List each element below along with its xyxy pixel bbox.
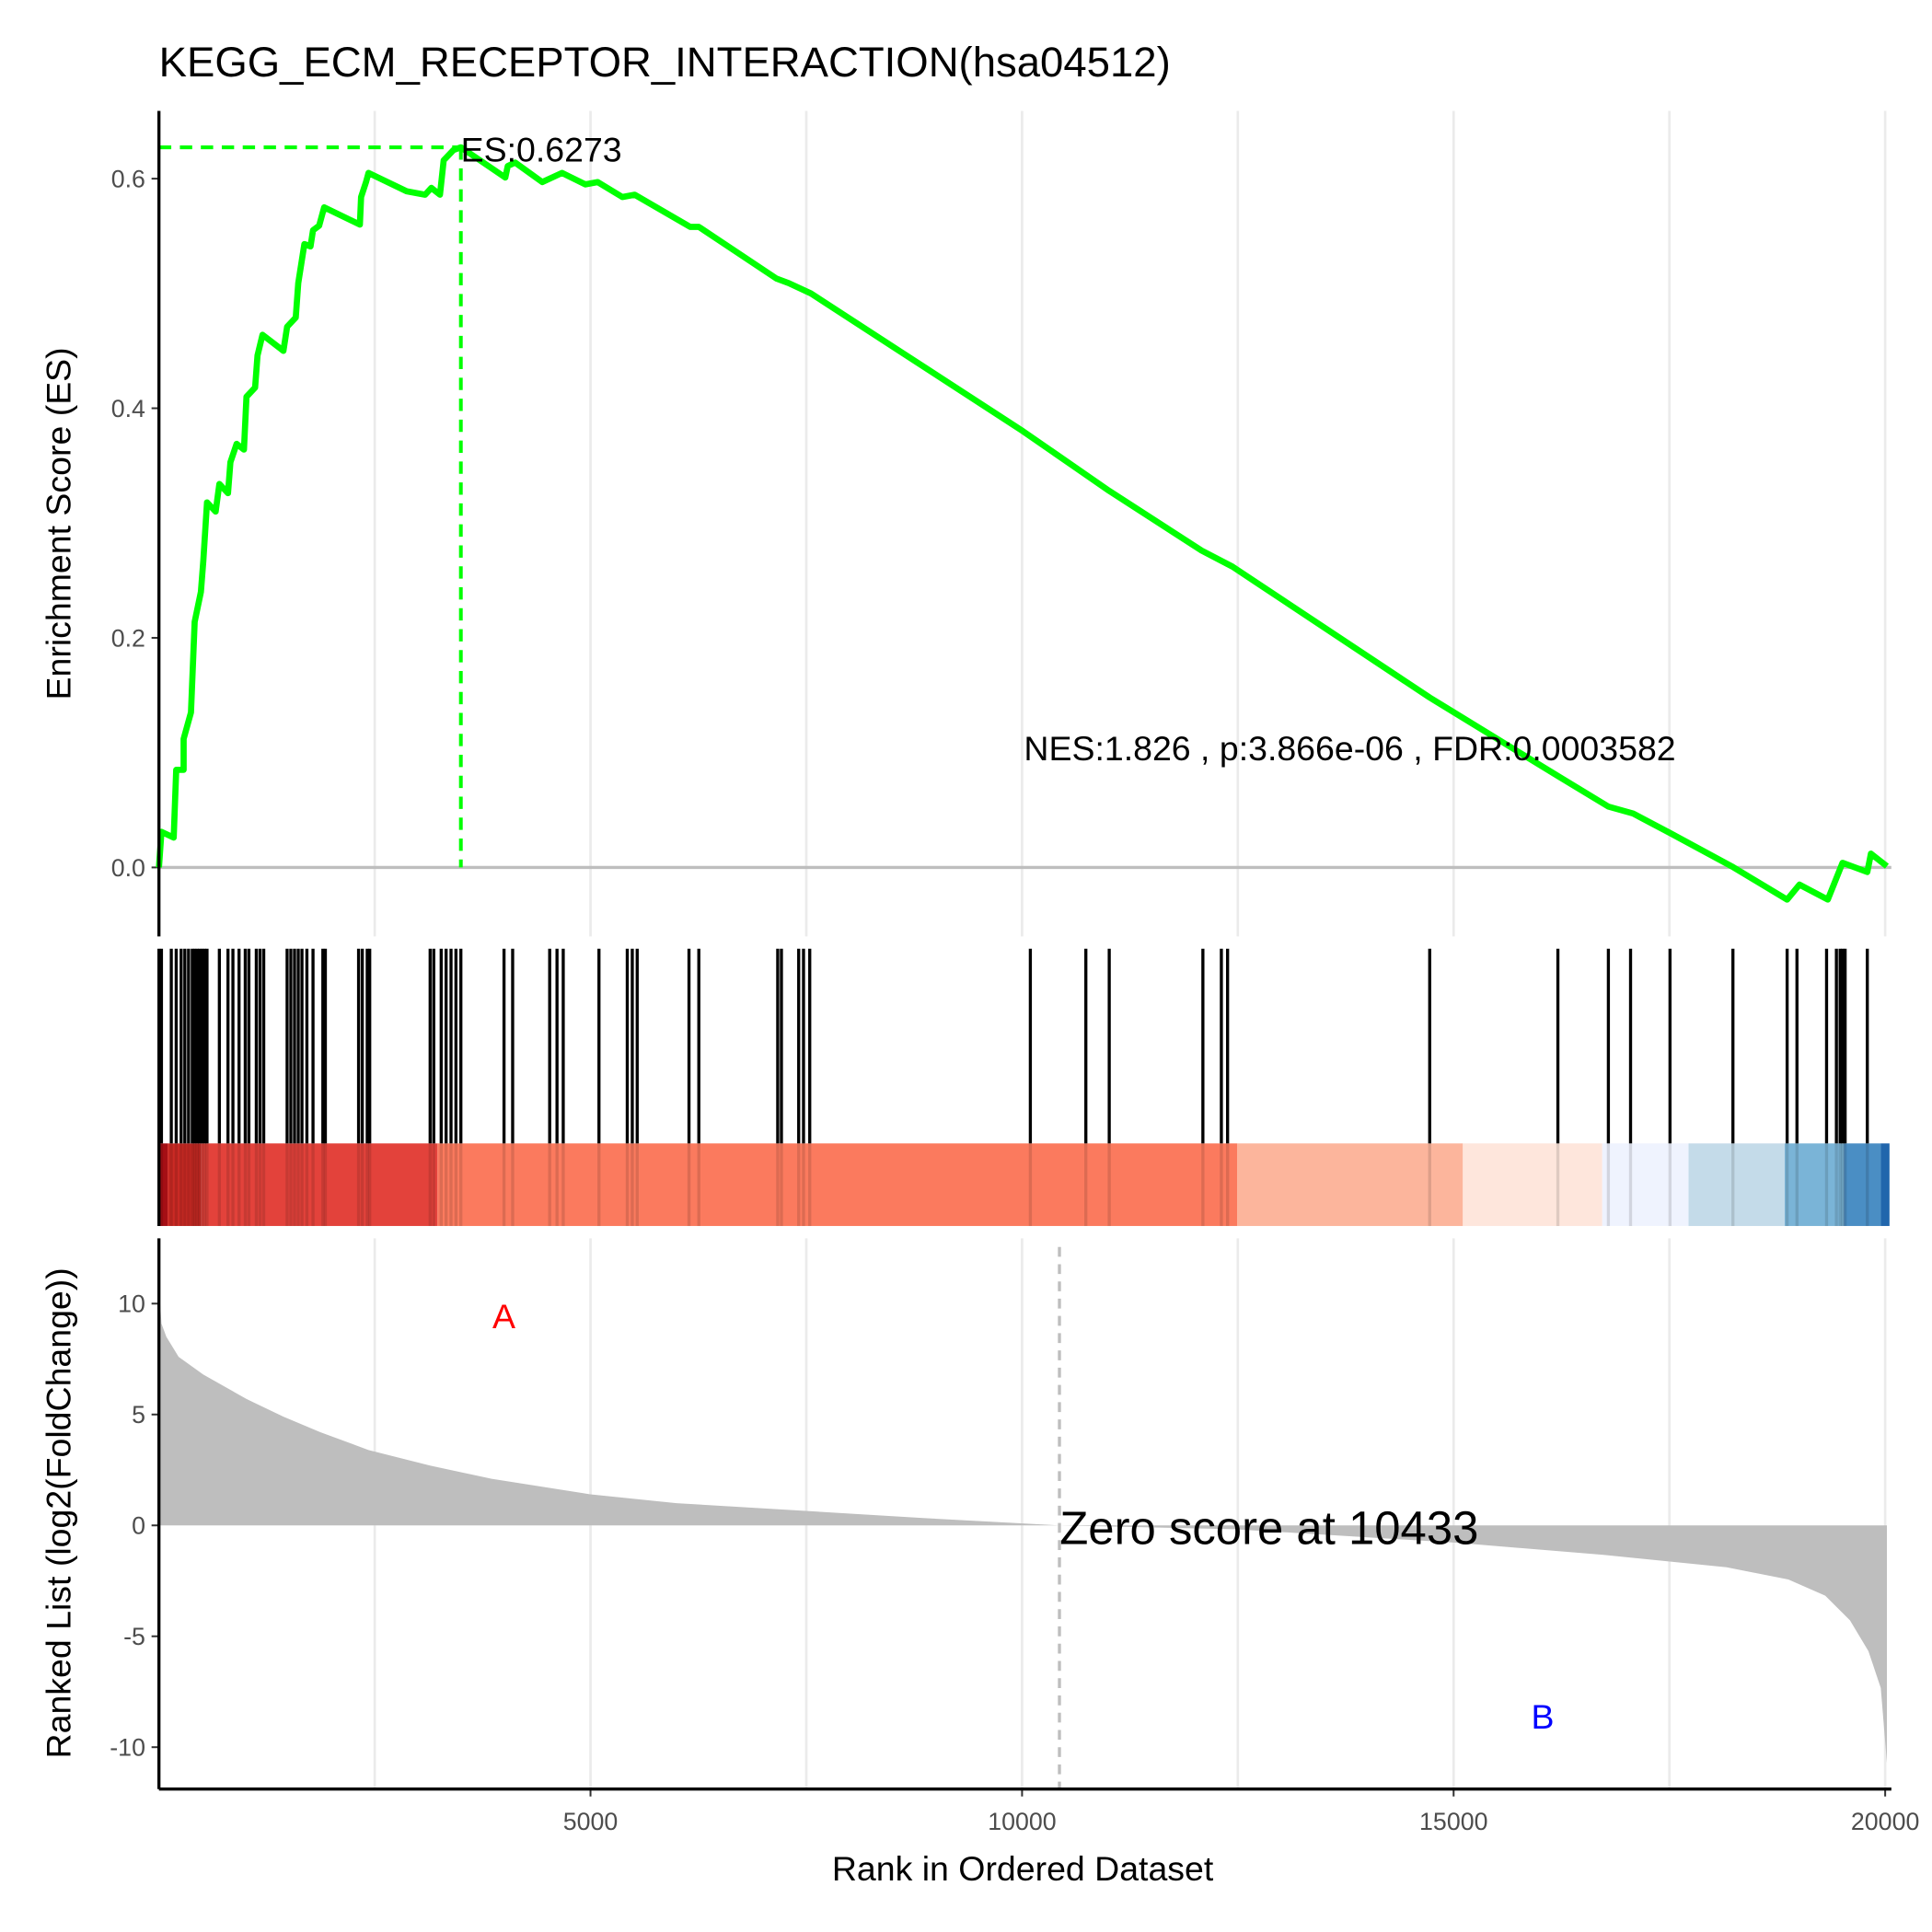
ranked-list-panel: -10 -5 0 5 10 5000 10000 15000 20000 bbox=[110, 1238, 1919, 1835]
es-curve bbox=[156, 144, 1890, 903]
color-bar-segment bbox=[1602, 1143, 1689, 1226]
es-y-axis-title: Enrichment Score (ES) bbox=[39, 347, 77, 700]
color-bar-segment bbox=[1844, 1143, 1881, 1226]
es-annotation: ES:0.6273 bbox=[461, 130, 622, 168]
color-bar-segment bbox=[1237, 1143, 1463, 1226]
y-tick-label: 0.2 bbox=[111, 624, 145, 652]
color-bar-segment bbox=[158, 1143, 168, 1226]
color-bar-segment bbox=[1784, 1143, 1845, 1226]
y-tick-label: -5 bbox=[123, 1623, 145, 1650]
y-tick-label: 0.6 bbox=[111, 165, 145, 192]
y-tick-label: 10 bbox=[118, 1290, 145, 1318]
ranked-y-axis-title: Ranked List (log2(FoldChange)) bbox=[39, 1267, 77, 1758]
color-bar-segment bbox=[437, 1143, 1238, 1226]
color-bar-segment bbox=[1688, 1143, 1785, 1226]
y-tick-label: 0.4 bbox=[111, 395, 145, 422]
zero-score-label: Zero score at 10433 bbox=[1059, 1501, 1478, 1554]
hits-panel bbox=[157, 948, 1890, 1226]
x-axis-title: Rank in Ordered Dataset bbox=[832, 1849, 1214, 1888]
color-bar-segment bbox=[201, 1143, 438, 1226]
x-tick-label: 20000 bbox=[1851, 1808, 1919, 1835]
color-bar-segment bbox=[168, 1143, 202, 1226]
stats-annotation: NES:1.826 , p:3.866e-06 , FDR:0.0003582 bbox=[1024, 729, 1675, 768]
x-tick-label: 15000 bbox=[1419, 1808, 1487, 1835]
label-a: A bbox=[492, 1297, 515, 1336]
x-tick-label: 10000 bbox=[988, 1808, 1056, 1835]
y-tick-label: -10 bbox=[110, 1734, 145, 1762]
label-b: B bbox=[1531, 1697, 1554, 1736]
ranked-area bbox=[158, 1286, 1888, 1764]
y-tick-label: 5 bbox=[132, 1401, 145, 1429]
color-bar-segment bbox=[1463, 1143, 1602, 1226]
color-bar-segment bbox=[1880, 1143, 1890, 1226]
y-tick-label: 0 bbox=[132, 1512, 145, 1540]
chart-title: KEGG_ECM_RECEPTOR_INTERACTION(hsa04512) bbox=[159, 39, 1171, 86]
x-tick-label: 5000 bbox=[563, 1808, 619, 1835]
y-tick-label: 0.0 bbox=[111, 854, 145, 882]
es-panel: 0.0 0.2 0.4 0.6 bbox=[111, 110, 1892, 937]
